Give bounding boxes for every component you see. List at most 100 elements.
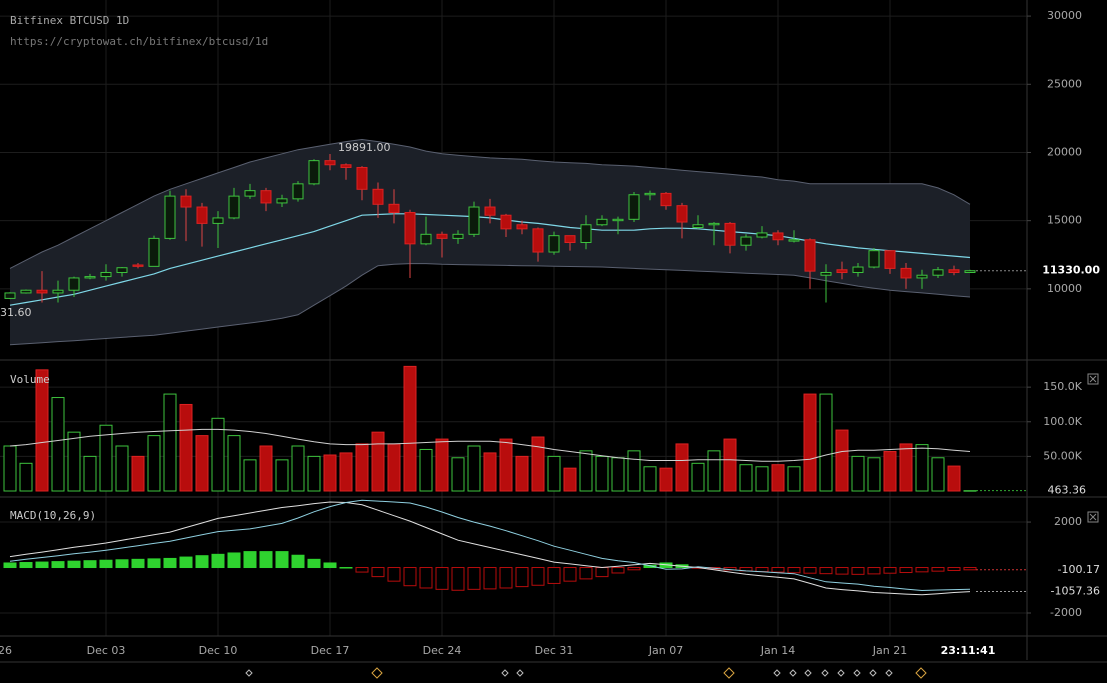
y-tick-label: -2000: [1050, 606, 1082, 619]
volume-bar: [707, 450, 721, 492]
volume-bar: [739, 464, 753, 492]
panel-title: Volume: [10, 373, 50, 386]
panel-title: MACD(10,26,9): [10, 509, 96, 522]
chart-title: Bitfinex BTCUSD 1D: [10, 14, 129, 27]
candle-body: [532, 228, 544, 253]
event-marker: [789, 669, 797, 677]
x-tick-label: 26: [0, 644, 12, 657]
volume-bar: [451, 457, 465, 492]
candle-body: [452, 233, 464, 239]
macd-histogram: [115, 559, 129, 569]
macd-histogram: [179, 556, 193, 569]
candle-body: [596, 218, 608, 226]
volume-bar: [691, 462, 705, 492]
macd-histogram: [595, 567, 609, 578]
event-marker: [837, 669, 845, 677]
volume-bar: [531, 436, 545, 492]
close-button[interactable]: [1087, 511, 1099, 523]
event-marker: [821, 669, 829, 677]
macd-histogram: [803, 567, 817, 574]
volume-bar: [179, 403, 193, 492]
macd-histogram: [19, 562, 33, 569]
volume-bar: [851, 455, 865, 492]
plots: [3, 138, 1027, 596]
volume-bar: [963, 490, 977, 492]
candle-body: [196, 206, 208, 224]
volume-bar: [51, 397, 65, 492]
candle-body: [964, 270, 976, 273]
candle-body: [276, 198, 288, 204]
macd-histogram: [787, 567, 801, 574]
macd-histogram: [963, 567, 977, 571]
x-tick-label: Dec 24: [423, 644, 462, 657]
event-marker: [501, 669, 509, 677]
volume-bar: [387, 443, 401, 492]
x-tick-label: Dec 10: [199, 644, 238, 657]
volume-bar: [259, 445, 273, 492]
candle-body: [36, 289, 48, 294]
macd-histogram: [403, 567, 417, 587]
close-button[interactable]: [1087, 373, 1099, 385]
macd-histogram: [451, 567, 465, 591]
y-tick-label: 15000: [1047, 214, 1082, 227]
volume-bar: [579, 450, 593, 492]
candle-body: [404, 211, 416, 245]
candle-body: [884, 250, 896, 269]
candle-body: [164, 195, 176, 239]
y-tick-label: 150.0K: [1043, 380, 1082, 393]
volume-bar: [835, 429, 849, 492]
candle-body: [612, 218, 624, 222]
macd-histogram: [771, 567, 785, 573]
volume-bar: [467, 445, 481, 492]
volume-bar: [899, 443, 913, 492]
event-marker: [371, 667, 383, 679]
macd-histogram: [947, 567, 961, 571]
volume-bar: [419, 448, 433, 492]
macd-histogram: [3, 562, 17, 569]
event-marker: [869, 669, 877, 677]
macd-histogram: [307, 558, 321, 569]
volume-bar: [211, 417, 225, 492]
volume-bar: [803, 393, 817, 492]
macd-histogram: [83, 560, 97, 569]
peak-label: 19891.00: [338, 141, 391, 154]
event-marker: [723, 667, 735, 679]
candle-body: [580, 224, 592, 243]
candle-body: [740, 236, 752, 246]
volume-bar: [611, 457, 625, 492]
candle-body: [68, 277, 80, 291]
candle-body: [52, 289, 64, 294]
candle-body: [772, 232, 784, 241]
volume-bar: [307, 455, 321, 492]
volume-bar: [563, 467, 577, 492]
macd-line: [9, 501, 971, 596]
candle-body: [500, 214, 512, 230]
candle-body: [180, 195, 192, 208]
candle-body: [788, 239, 800, 242]
volume-bar: [595, 455, 609, 492]
candle-body: [692, 224, 704, 228]
macd-histogram: [899, 567, 913, 574]
x-tick-label: Jan 21: [872, 644, 907, 657]
volume-bar: [515, 455, 529, 492]
y-tick-label: 100.0K: [1043, 415, 1082, 428]
candle-body: [724, 222, 736, 246]
volume-bar: [403, 365, 417, 492]
macd-histogram: [99, 559, 113, 569]
macd-histogram: [547, 567, 561, 584]
candle-body: [868, 250, 880, 268]
volume-bar: [787, 466, 801, 492]
event-marker: [245, 669, 253, 677]
macd-histogram: [163, 557, 177, 569]
volume-bar: [3, 445, 17, 492]
candle-body: [436, 233, 448, 239]
macd-histogram: [259, 551, 273, 569]
macd-histogram: [499, 567, 513, 589]
macd-histogram: [211, 553, 225, 569]
candle-body: [756, 232, 768, 238]
y-tick-label: 20000: [1047, 145, 1082, 158]
y-tick-label: 2000: [1054, 515, 1082, 528]
candle-body: [932, 269, 944, 276]
candle-body: [468, 206, 480, 235]
candle-body: [420, 233, 432, 245]
